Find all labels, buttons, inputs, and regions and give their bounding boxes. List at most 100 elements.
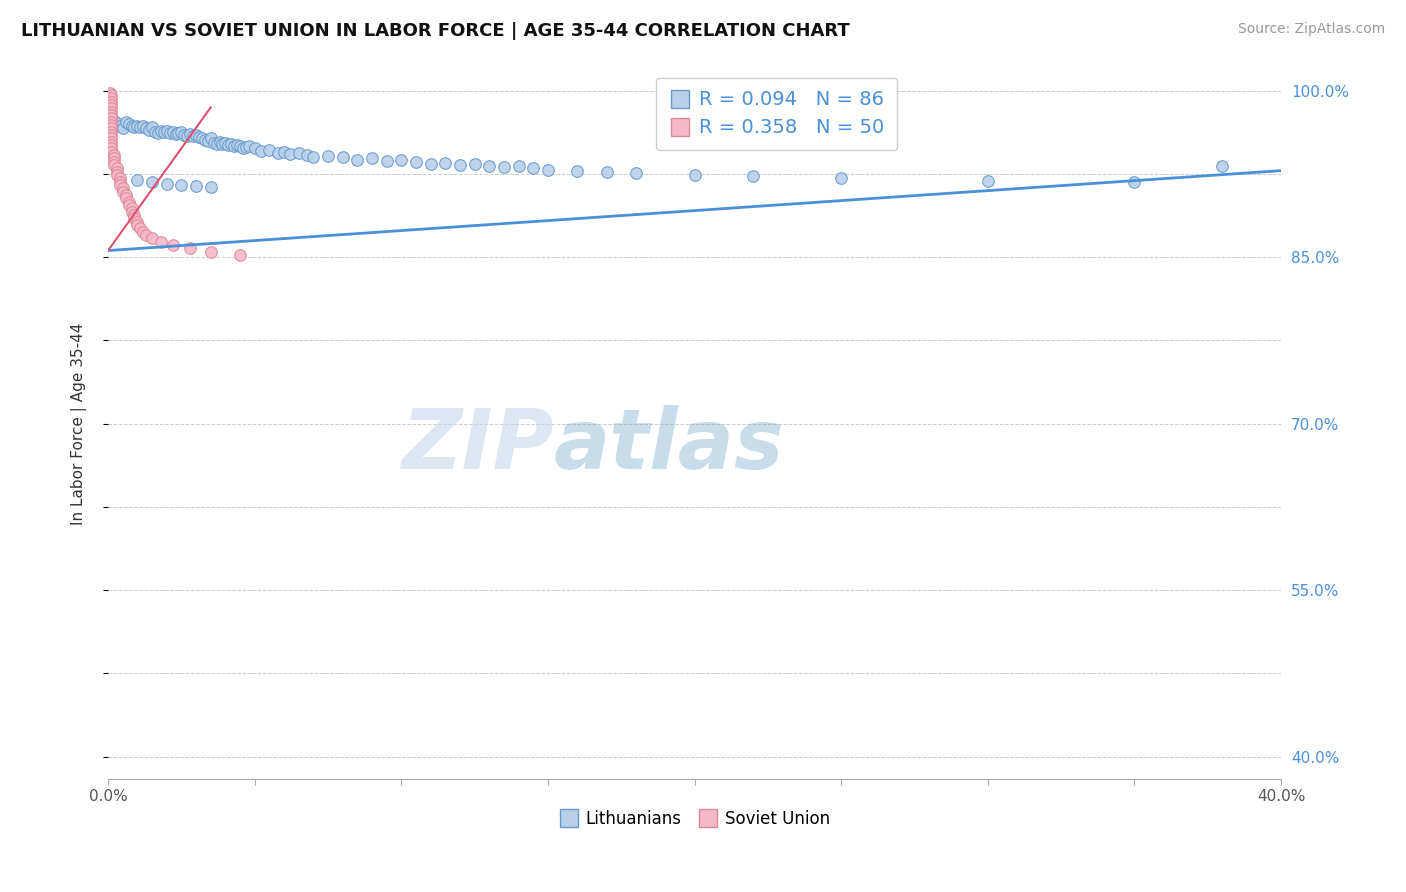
Point (188, 130, 211, 145)
Point (149, 124, 172, 138)
Point (205, 136, 228, 151)
Point (405, 154, 427, 169)
Point (100, 108, 122, 122)
Point (127, 172, 149, 186)
Text: LITHUANIAN VS SOVIET UNION IN LABOR FORCE | AGE 35-44 CORRELATION CHART: LITHUANIAN VS SOVIET UNION IN LABOR FORC… (21, 22, 849, 40)
Point (464, 157, 486, 171)
Point (100, 121, 122, 136)
Point (179, 241, 201, 255)
Point (100, 135, 122, 149)
Y-axis label: In Labor Force | Age 35-44: In Labor Force | Age 35-44 (72, 323, 87, 524)
Point (1123, 175, 1146, 189)
Point (143, 125, 166, 139)
Point (278, 147, 301, 161)
Point (100, 145, 122, 159)
Point (181, 129, 204, 144)
Point (129, 221, 152, 235)
Point (165, 127, 187, 141)
Point (103, 113, 125, 128)
Point (127, 120, 149, 134)
Point (111, 121, 134, 136)
Point (100, 102, 122, 116)
Point (114, 191, 136, 205)
Point (103, 148, 125, 162)
Legend: Lithuanians, Soviet Union: Lithuanians, Soviet Union (553, 803, 837, 835)
Point (108, 120, 131, 134)
Point (159, 126, 181, 140)
Point (152, 125, 174, 139)
Point (121, 202, 143, 216)
Point (141, 231, 163, 245)
Point (1211, 159, 1233, 173)
Point (103, 158, 125, 172)
Point (162, 125, 184, 139)
Point (162, 238, 184, 252)
Point (243, 141, 266, 155)
Point (624, 166, 647, 180)
Point (238, 139, 260, 153)
Point (259, 143, 281, 157)
Point (103, 152, 125, 166)
Point (132, 120, 155, 134)
Point (197, 134, 219, 148)
Point (211, 136, 233, 151)
Point (375, 153, 398, 168)
Point (156, 124, 179, 138)
Text: atlas: atlas (554, 405, 785, 485)
Point (117, 194, 139, 209)
Point (273, 145, 295, 159)
Point (508, 159, 530, 173)
Point (361, 152, 384, 166)
Point (170, 178, 193, 192)
Point (226, 138, 249, 153)
Point (219, 136, 242, 151)
Point (121, 120, 143, 134)
Point (114, 188, 136, 202)
Point (167, 126, 190, 140)
Point (141, 120, 163, 135)
Point (200, 131, 222, 145)
Point (202, 136, 225, 150)
Point (108, 171, 131, 186)
Point (100, 138, 122, 153)
Point (217, 138, 239, 153)
Point (977, 173, 1000, 187)
Point (100, 128, 122, 142)
Point (98, 86, 121, 100)
Point (127, 215, 149, 229)
Point (108, 175, 131, 189)
Text: ZIP: ZIP (401, 405, 554, 485)
Point (124, 211, 146, 226)
Point (830, 171, 852, 186)
Point (100, 91, 122, 105)
Point (103, 154, 125, 169)
Point (200, 180, 222, 194)
Point (316, 149, 339, 163)
Point (100, 112, 122, 126)
Point (224, 139, 246, 153)
Point (156, 177, 179, 191)
Point (114, 115, 136, 129)
Point (478, 159, 501, 173)
Point (200, 244, 222, 259)
Point (117, 117, 139, 131)
Point (492, 161, 515, 175)
Point (105, 161, 128, 176)
Point (176, 129, 198, 144)
Point (449, 158, 471, 172)
Point (302, 150, 325, 164)
Point (287, 145, 309, 160)
Point (100, 125, 122, 139)
Point (127, 218, 149, 232)
Point (595, 165, 617, 179)
Point (232, 141, 254, 155)
Point (124, 120, 146, 135)
Point (138, 122, 160, 136)
Point (105, 116, 128, 130)
Point (108, 178, 131, 192)
Point (235, 140, 257, 154)
Point (149, 235, 172, 249)
Text: Source: ZipAtlas.com: Source: ZipAtlas.com (1237, 22, 1385, 37)
Point (229, 248, 252, 262)
Point (121, 204, 143, 219)
